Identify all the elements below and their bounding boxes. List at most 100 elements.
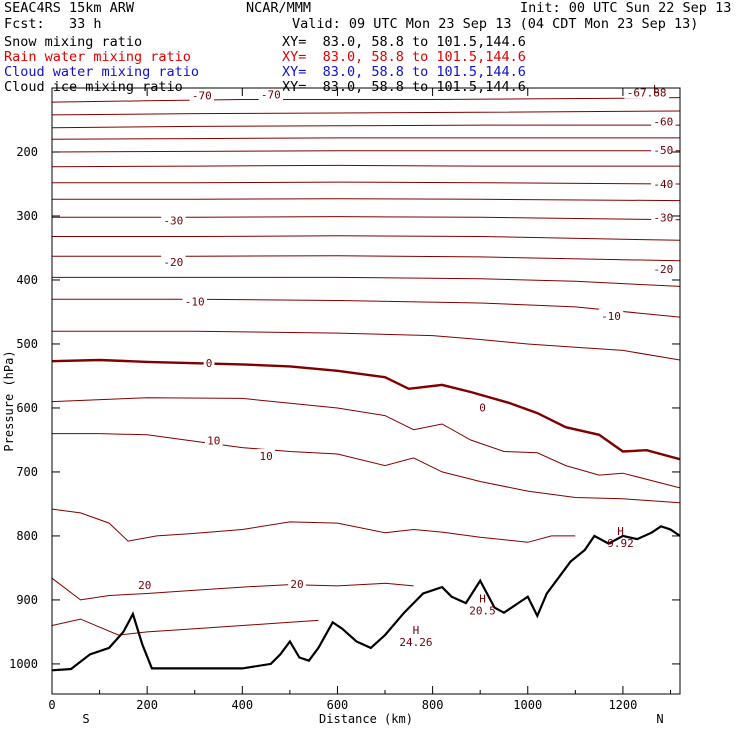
- contour-label: -30: [653, 211, 673, 224]
- contour-line-10: [52, 433, 680, 504]
- model-title: SEAC4RS 15km ARW: [4, 0, 135, 16]
- x-axis: 0 200 400 600 800 1000 1200: [48, 88, 671, 712]
- contour-label-bg: [203, 356, 215, 370]
- contour-label-bg: [161, 213, 186, 227]
- temperature-contours: [52, 97, 680, 636]
- contour-line-m15: [52, 276, 680, 287]
- contour-label-bg: [651, 114, 676, 128]
- field-xy-cloud-ice: XY= 83.0, 58.8 to 101.5,144.6: [282, 79, 526, 95]
- field-name-rain: Rain water mixing ratio: [4, 49, 191, 65]
- contour-line-m40: [52, 181, 680, 185]
- contour-line-m10: [52, 298, 680, 318]
- contour-line-m35: [52, 198, 680, 202]
- contour-label-bg: [135, 578, 154, 592]
- contour-label: -20: [163, 256, 183, 269]
- valid-time: Valid: 09 UTC Mon 23 Sep 13 (04 CDT Mon …: [292, 16, 699, 32]
- terrain-line: [52, 525, 680, 672]
- y-tick-label: 1000: [9, 657, 38, 671]
- contour-label: -30: [163, 214, 183, 227]
- x-tick-label: 1000: [513, 698, 542, 712]
- contour-labels: -70 -70 -67.88 -60 -50 -40 -30 -30 -20 -20 -10 -10 0…: [135, 85, 676, 592]
- contour-label: 20: [290, 578, 303, 591]
- field-xy-rain: XY= 83.0, 58.8 to 101.5,144.6: [282, 49, 526, 65]
- contour-label: -67.88: [627, 86, 667, 99]
- contour-line-25: [52, 618, 319, 636]
- x-tick-label: 400: [231, 698, 253, 712]
- plot-frame: [51, 87, 681, 695]
- contour-label-bg: [182, 294, 207, 308]
- y-tick-label: 800: [16, 529, 38, 543]
- x-tick-label: 200: [136, 698, 158, 712]
- contour-label: 0: [479, 401, 486, 414]
- field-name-cloud-ice: Cloud ice mixing ratio: [4, 79, 183, 95]
- y-tick-label: 900: [16, 593, 38, 607]
- contour-label-bg: [651, 143, 676, 157]
- field-name-snow: Snow mixing ratio: [4, 34, 143, 50]
- y-tick-label: 400: [16, 273, 38, 287]
- x-axis-end-left: S: [82, 712, 89, 726]
- high-symbol: H: [413, 624, 420, 637]
- contour-label-bg: [161, 255, 186, 269]
- contour-line-m5: [52, 330, 680, 361]
- contour-label: -20: [653, 263, 673, 276]
- x-tick-label: 1200: [608, 698, 637, 712]
- y-tick-label: 300: [16, 209, 38, 223]
- y-tick-label: 600: [16, 401, 38, 415]
- contour-label: -10: [185, 296, 205, 309]
- high-symbol: H: [617, 525, 624, 538]
- contour-label: 20: [138, 579, 151, 592]
- contour-label: -10: [601, 310, 621, 323]
- field-xy-snow: XY= 83.0, 58.8 to 101.5,144.6: [282, 34, 526, 50]
- contour-line-m30: [52, 216, 680, 221]
- forecast-hour: Fcst: 33 h: [4, 16, 102, 32]
- contour-label-bg: [651, 262, 676, 276]
- contour-line-15: [52, 508, 576, 543]
- contour-label-bg: [288, 576, 306, 590]
- contour-label-bg: [624, 85, 670, 99]
- field-name-cloud-water: Cloud water mixing ratio: [4, 64, 200, 80]
- contour-line-5: [52, 397, 680, 489]
- contour-line-m25: [52, 235, 680, 241]
- contour-label-bg: [189, 88, 215, 102]
- contour-line-m60: [52, 124, 680, 129]
- x-tick-label: 0: [48, 698, 55, 712]
- contour-label: 0: [206, 357, 213, 370]
- contour-label-bg: [651, 176, 676, 190]
- contour-label-bg: [204, 433, 223, 447]
- contour-line-m55: [52, 137, 680, 140]
- high-value: 9.92: [607, 537, 634, 550]
- contour-line-m45: [52, 164, 680, 168]
- contour-label: -60: [653, 115, 673, 128]
- contour-line-m50: [52, 150, 680, 153]
- contour-line-0: [52, 358, 680, 461]
- field-xy-cloud-water: XY= 83.0, 58.8 to 101.5,144.6: [282, 64, 526, 80]
- contour-label-bg: [651, 210, 676, 224]
- contour-label: 10: [259, 450, 272, 463]
- x-axis-title: Distance (km): [319, 712, 413, 726]
- contour-line-m65: [52, 110, 680, 116]
- low-symbol: L: [653, 83, 660, 96]
- contour-label-bg: [257, 448, 275, 462]
- init-time: Init: 00 UTC Sun 22 Sep 13: [520, 0, 732, 16]
- contour-label: -50: [653, 144, 673, 157]
- x-tick-label: 800: [422, 698, 444, 712]
- y-tick-label: 500: [16, 337, 38, 351]
- contour-line-m20: [52, 255, 680, 262]
- x-axis-end-right: N: [656, 712, 663, 726]
- contour-label: 10: [207, 435, 220, 448]
- contour-line-m70: [52, 97, 680, 103]
- contour-label: -40: [653, 178, 673, 191]
- contour-label-bg: [258, 87, 284, 101]
- contour-label: -70: [261, 88, 281, 101]
- contour-label-bg: [477, 400, 488, 414]
- terrain-profile: [52, 525, 680, 672]
- contour-line-20: [52, 577, 414, 601]
- y-axis-title: Pressure (hPa): [2, 350, 16, 451]
- x-tick-label: 600: [327, 698, 349, 712]
- contour-label-bg: [598, 308, 624, 322]
- contour-label: -70: [192, 90, 212, 103]
- high-symbol: H: [479, 593, 486, 606]
